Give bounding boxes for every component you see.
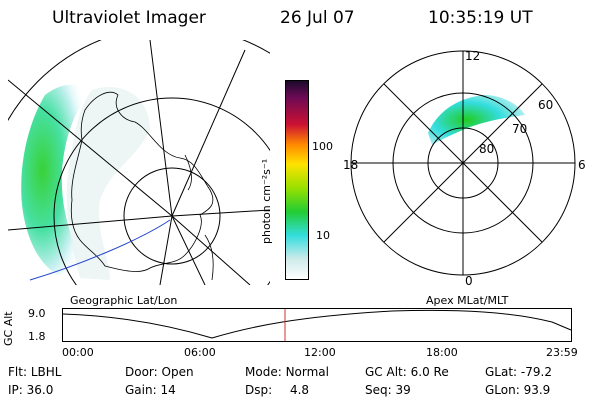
mlat-label-70: 70	[512, 122, 527, 136]
status-gain: Gain: 14	[125, 383, 176, 397]
latitude-circle	[123, 167, 221, 265]
polar-aurora-region	[428, 95, 525, 145]
status-ip: IP: 36.0	[8, 383, 54, 397]
meridian-lines	[8, 40, 270, 285]
status-dsp: Dsp: 4.8	[245, 383, 310, 397]
altitude-curve	[62, 309, 572, 339]
time-tick-2359: 23:59	[546, 346, 578, 359]
geographic-map	[8, 40, 270, 285]
status-glon: GLon: 93.9	[485, 383, 551, 397]
status-flt: Flt: LBHL	[8, 365, 62, 379]
color-scale-bar	[285, 80, 309, 280]
coastline	[70, 91, 214, 272]
geographic-label: Geographic Lat/Lon	[70, 294, 178, 307]
mlat-label-60: 60	[538, 98, 553, 112]
status-seq: Seq: 39	[365, 383, 411, 397]
altitude-axis-label: GC Alt	[2, 311, 15, 346]
mlt-label-12: 12	[465, 49, 480, 63]
status-door: Door: Open	[125, 365, 194, 379]
instrument-title: Ultraviolet Imager	[52, 8, 206, 28]
time-tick-1800: 18:00	[426, 346, 458, 359]
colorbar-tick-100: 100	[312, 140, 333, 153]
latitude-circle	[53, 97, 270, 285]
mlt-label-18: 18	[343, 158, 358, 172]
observation-time: 10:35:19 UT	[428, 8, 533, 28]
mlt-label-0: 0	[465, 274, 473, 285]
colorbar-tick-10: 10	[316, 229, 330, 242]
status-mode: Mode: Normal	[245, 365, 329, 379]
apex-polar-plot: 12 18 6 0 60 70 80	[343, 49, 586, 285]
altitude-tick-low: 1.8	[28, 330, 46, 343]
time-tick-0600: 06:00	[184, 346, 216, 359]
altitude-timeline	[62, 308, 572, 342]
colorbar-unit-label: photon cm⁻²s⁻¹	[260, 158, 273, 244]
observation-date: 26 Jul 07	[280, 8, 355, 28]
time-tick-1200: 12:00	[304, 346, 336, 359]
status-glat: GLat: -79.2	[485, 365, 552, 379]
satellite-track	[29, 219, 171, 281]
altitude-tick-high: 9.0	[28, 307, 46, 320]
time-tick-0000: 00:00	[62, 346, 94, 359]
status-gc-alt: GC Alt: 6.0 Re	[365, 365, 449, 379]
mlt-label-6: 6	[578, 158, 586, 172]
mlat-label-80: 80	[479, 142, 494, 156]
apex-label: Apex MLat/MLT	[426, 294, 509, 307]
